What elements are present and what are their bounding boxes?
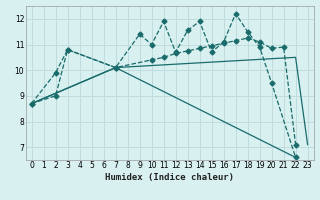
X-axis label: Humidex (Indice chaleur): Humidex (Indice chaleur) xyxy=(105,173,234,182)
